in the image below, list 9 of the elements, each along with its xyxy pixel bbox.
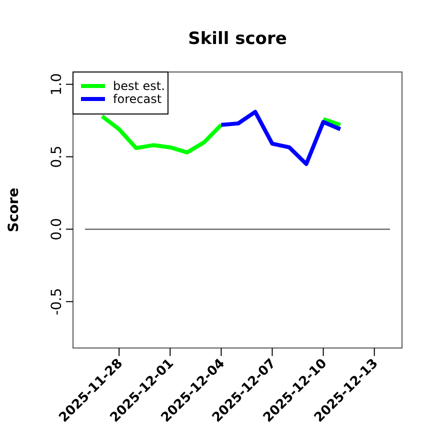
- legend-label: forecast: [113, 92, 162, 106]
- chart-title: Skill score: [188, 29, 287, 49]
- y-axis-title: Score: [6, 188, 22, 232]
- legend-label: best est.: [113, 79, 165, 93]
- y-tick-label: 0.5: [49, 146, 65, 168]
- y-tick-label: 1.0: [49, 73, 65, 96]
- y-tick-label: 0.0: [49, 218, 65, 240]
- line-series: [219, 110, 342, 166]
- y-tick-label: -0.5: [49, 288, 65, 316]
